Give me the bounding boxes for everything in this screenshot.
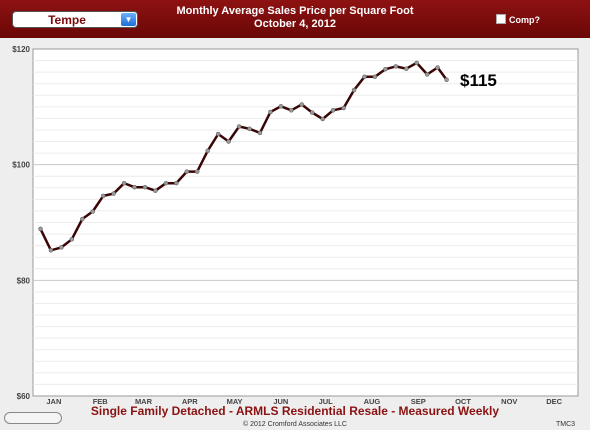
chart-title-block: Monthly Average Sales Price per Square F… — [150, 5, 440, 31]
x-tick-label: JUL — [319, 397, 334, 406]
comp-label: Comp? — [509, 15, 540, 25]
area-dropdown-value: Tempe — [48, 13, 86, 27]
data-point — [268, 109, 273, 115]
series-markers — [38, 60, 449, 253]
chart-code: TMC3 — [556, 421, 576, 428]
data-point — [121, 180, 127, 186]
data-point — [194, 169, 200, 174]
x-tick-label: NOV — [501, 397, 517, 406]
x-tick-label: MAR — [135, 397, 153, 406]
data-point — [38, 226, 43, 232]
data-point — [362, 74, 367, 80]
data-point — [404, 66, 409, 71]
copyright-text: © 2012 Cromford Associates LLC — [243, 421, 347, 428]
data-point — [393, 64, 399, 69]
chart-date: October 4, 2012 — [254, 18, 336, 30]
x-tick-label: OCT — [455, 397, 471, 406]
comp-checkbox[interactable] — [496, 14, 506, 24]
horizontal-scrollbar[interactable] — [4, 412, 62, 424]
data-point — [299, 102, 305, 107]
data-point — [163, 180, 169, 186]
data-point — [226, 139, 231, 144]
last-value-annotation: $115 — [460, 71, 497, 90]
comp-toggle[interactable]: Comp? — [496, 14, 540, 26]
data-point — [132, 184, 137, 190]
data-point — [414, 60, 419, 66]
data-point — [341, 105, 346, 111]
data-point — [330, 108, 336, 113]
data-point — [100, 193, 106, 199]
grid-lines — [33, 60, 578, 385]
data-point — [59, 245, 64, 250]
data-point — [142, 184, 148, 190]
header-bar: Tempe ▼ Monthly Average Sales Price per … — [0, 0, 590, 38]
data-point — [278, 104, 284, 109]
x-tick-label: AUG — [364, 397, 381, 406]
data-point — [90, 209, 95, 214]
y-tick-label: $60 — [17, 392, 31, 401]
x-tick-labels: JAN FEB MAR APR MAY JUN JUL AUG SEP OCT NOV DEC — [46, 397, 562, 406]
x-tick-label: APR — [182, 397, 198, 406]
data-point — [444, 77, 449, 82]
data-point — [48, 248, 54, 253]
area-dropdown[interactable]: Tempe ▼ — [12, 11, 138, 28]
data-point — [153, 188, 158, 193]
data-point — [424, 72, 430, 77]
x-tick-label: JUN — [273, 397, 288, 406]
data-point — [69, 237, 75, 242]
data-point — [205, 148, 210, 154]
data-point — [383, 66, 388, 72]
chevron-down-icon[interactable]: ▼ — [121, 13, 136, 26]
x-tick-label: FEB — [93, 397, 109, 406]
x-tick-label: MAY — [227, 397, 243, 406]
series-line — [39, 61, 448, 252]
x-tick-label: JAN — [46, 397, 61, 406]
chart-subtitle: Single Family Detached - ARMLS Residenti… — [90, 404, 500, 418]
data-point — [111, 191, 116, 196]
data-point — [372, 74, 378, 80]
data-point — [351, 87, 357, 93]
data-point — [215, 131, 221, 137]
data-point — [184, 169, 190, 174]
data-point — [247, 126, 252, 132]
y-tick-labels: $60 $80 $100 $120 — [12, 45, 30, 401]
data-point — [236, 124, 242, 129]
data-point — [289, 108, 294, 113]
data-point — [80, 216, 85, 222]
y-tick-label: $100 — [12, 161, 30, 170]
x-tick-label: SEP — [411, 397, 426, 406]
data-point — [320, 116, 325, 122]
y-tick-label: $80 — [17, 276, 31, 285]
data-point — [257, 130, 263, 136]
y-tick-label: $120 — [12, 45, 30, 54]
chart-title: Monthly Average Sales Price per Square F… — [176, 5, 414, 17]
x-tick-label: DEC — [546, 397, 562, 406]
data-point — [309, 110, 315, 115]
data-point — [435, 65, 440, 70]
data-point — [174, 180, 179, 186]
